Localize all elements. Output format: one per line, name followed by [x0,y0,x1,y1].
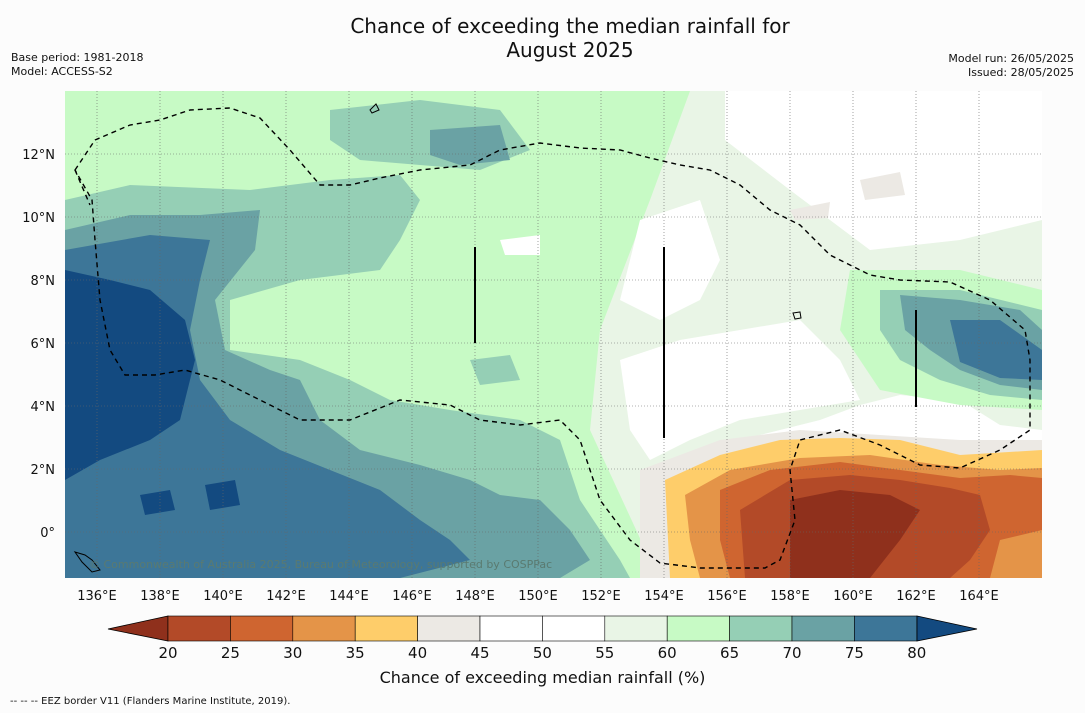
longitude-label: 154°E [644,589,684,604]
colorbar-swatch [354,615,418,642]
eez-border [74,107,1031,569]
base-period-label: Base period: 1981-2018 [11,51,144,64]
longitude-label: 150°E [518,589,558,604]
latitude-label: 12°N [22,148,55,163]
colorbar-high-extension [916,615,978,642]
eez-border-west [74,169,91,206]
meta-left: Base period: 1981-2018 Model: ACCESS-S2 [11,51,143,79]
colorbar-tick-label: 25 [221,644,240,662]
colorbar-swatch [729,615,793,642]
colorbar-title: Chance of exceeding median rainfall (%) [379,668,706,687]
longitude-label: 140°E [203,589,243,604]
colorbar-swatch [542,615,606,642]
longitude-label: 138°E [140,589,180,604]
longitude-label: 148°E [455,589,495,604]
colorbar-swatch [479,615,543,642]
eez-footnote: -- -- -- EEZ border V11 (Flanders Marine… [10,696,291,707]
colorbar-swatch [604,615,668,642]
latitude-label: 0° [40,526,55,541]
colorbar-swatch [230,615,294,642]
longitude-label: 144°E [329,589,369,604]
colorbar-tick-label: 65 [720,644,739,662]
colorbar-tick-label: 40 [408,644,427,662]
longitude-label: 152°E [581,589,621,604]
island-outline [792,311,802,320]
longitude-label: 136°E [77,589,117,604]
longitude-label: 158°E [770,589,810,604]
latitude-label: 6°N [31,337,56,352]
longitude-label: 162°E [896,589,936,604]
colorbar-swatch [666,615,730,642]
longitude-label: 146°E [392,589,432,604]
colorbar-tick-label: 80 [907,644,926,662]
meta-right: Model run: 26/05/2025 Issued: 28/05/2025 [948,52,1074,80]
latitude-label: 10°N [22,211,55,226]
longitude-label: 164°E [959,589,999,604]
colorbar-tick-label: 55 [595,644,614,662]
model-run-label: Model run: 26/05/2025 [948,52,1074,65]
colorbar-tick-label: 70 [782,644,801,662]
island-outline [369,103,380,114]
colorbar-low-extension [107,615,169,642]
latitude-label: 4°N [31,400,56,415]
latitude-label: 8°N [31,274,56,289]
colorbar-tick-label: 20 [158,644,177,662]
colorbar-tick-label: 45 [470,644,489,662]
colorbar-tick-label: 75 [845,644,864,662]
longitude-label: 142°E [266,589,306,604]
title-line-1: Chance of exceeding the median rainfall … [350,14,790,38]
latitude-label: 2°N [31,463,56,478]
colorbar-swatch [791,615,855,642]
issued-label: Issued: 28/05/2025 [967,66,1074,79]
colorbar-swatch [292,615,356,642]
model-label: Model: ACCESS-S2 [11,65,113,78]
copyright-notice: © Commonwealth of Australia 2025, Bureau… [89,558,553,571]
colorbar-tick-label: 35 [346,644,365,662]
graticule: 136°E 138°E 140°E 142°E 144°E 146°E 148°E 150°E… [22,91,1042,604]
colorbar: 20 25 30 35 40 45 50 55 60 65 70 75 80 [107,615,978,662]
longitude-label: 156°E [707,589,747,604]
colorbar-tick-label: 60 [658,644,677,662]
colorbar-tick-label: 50 [533,644,552,662]
rainfall-probability-field [65,91,1042,578]
map-title: Chance of exceeding the median rainfall … [0,14,1085,62]
island-outline [73,551,101,573]
colorbar-swatch [167,615,231,642]
colorbar-swatch [417,615,481,642]
colorbar-swatch [854,615,918,642]
title-line-2: August 2025 [506,38,634,62]
colorbar-tick-label: 30 [283,644,302,662]
longitude-label: 160°E [833,589,873,604]
